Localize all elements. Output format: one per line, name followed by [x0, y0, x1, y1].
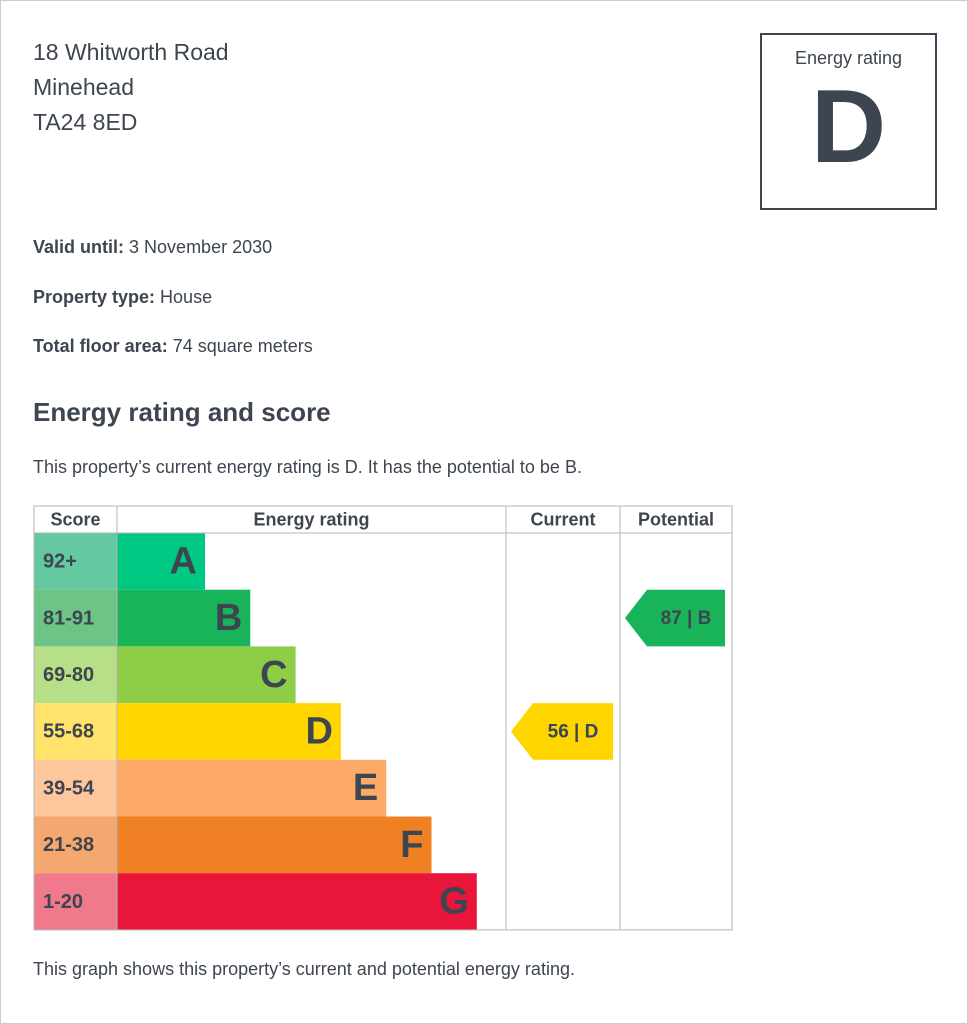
score-label: 21-38 [43, 834, 94, 856]
potential-arrow [625, 589, 725, 647]
detail-value: 3 November 2030 [129, 237, 273, 257]
rating-letter: F [400, 824, 423, 866]
rating-bar [117, 816, 432, 874]
score-label: 69-80 [43, 664, 94, 686]
rating-bar [117, 533, 205, 590]
column-header: Current [530, 509, 595, 529]
rating-letter: A [170, 540, 197, 582]
score-label: 55-68 [43, 721, 94, 743]
address-line: 18 Whitworth Road [33, 39, 229, 65]
column-header: Energy rating [253, 509, 369, 529]
rating-letter: B [215, 597, 242, 639]
heading: Energy rating and score [33, 397, 331, 427]
score-cell [34, 589, 117, 647]
rating-box-title: Energy rating [794, 48, 903, 68]
rating-letter: C [260, 654, 287, 696]
score-cell [34, 533, 117, 590]
footer-note: This graph shows this property’s current… [33, 959, 575, 979]
address-line: Minehead [33, 74, 135, 100]
column-header: Potential [638, 509, 714, 529]
detail-label: Total floor area: [33, 336, 168, 356]
rating-bar [117, 873, 477, 930]
detail: Valid until: 3 November 2030 [33, 237, 272, 258]
current-label: 56 | D [548, 721, 599, 742]
rating-bar [117, 646, 296, 704]
address-line: TA24 8ED [33, 109, 138, 135]
detail-label: Property type: [33, 287, 156, 307]
score-label: 92+ [43, 551, 77, 573]
score-cell [34, 873, 117, 930]
current-arrow [511, 703, 613, 760]
score-label: 81-91 [43, 607, 94, 629]
score-cell [34, 646, 117, 704]
score-label: 1-20 [43, 891, 83, 913]
rating-letter: E [353, 767, 378, 809]
rating-box-letter: D [810, 69, 887, 185]
rating-bar [117, 589, 251, 647]
detail: Total floor area: 74 square meters [33, 336, 313, 357]
rating-letter: D [305, 710, 332, 752]
potential-label: 87 | B [661, 608, 712, 629]
score-cell [34, 816, 117, 874]
detail-value: House [160, 287, 213, 307]
column-header: Score [50, 509, 100, 529]
score-cell [34, 703, 117, 760]
rating-bar [117, 703, 341, 760]
rating-box: Energy rating D [760, 33, 937, 210]
detail: Property type: House [33, 287, 212, 308]
rating-letter: G [439, 881, 469, 923]
score-cell [34, 759, 117, 817]
graph-border [33, 505, 733, 931]
detail-value: 74 square meters [172, 336, 313, 356]
rating-bar [117, 759, 387, 817]
score-label: 39-54 [43, 777, 95, 799]
summary: This property’s current energy rating is… [33, 457, 582, 477]
detail-label: Valid until: [33, 237, 125, 257]
